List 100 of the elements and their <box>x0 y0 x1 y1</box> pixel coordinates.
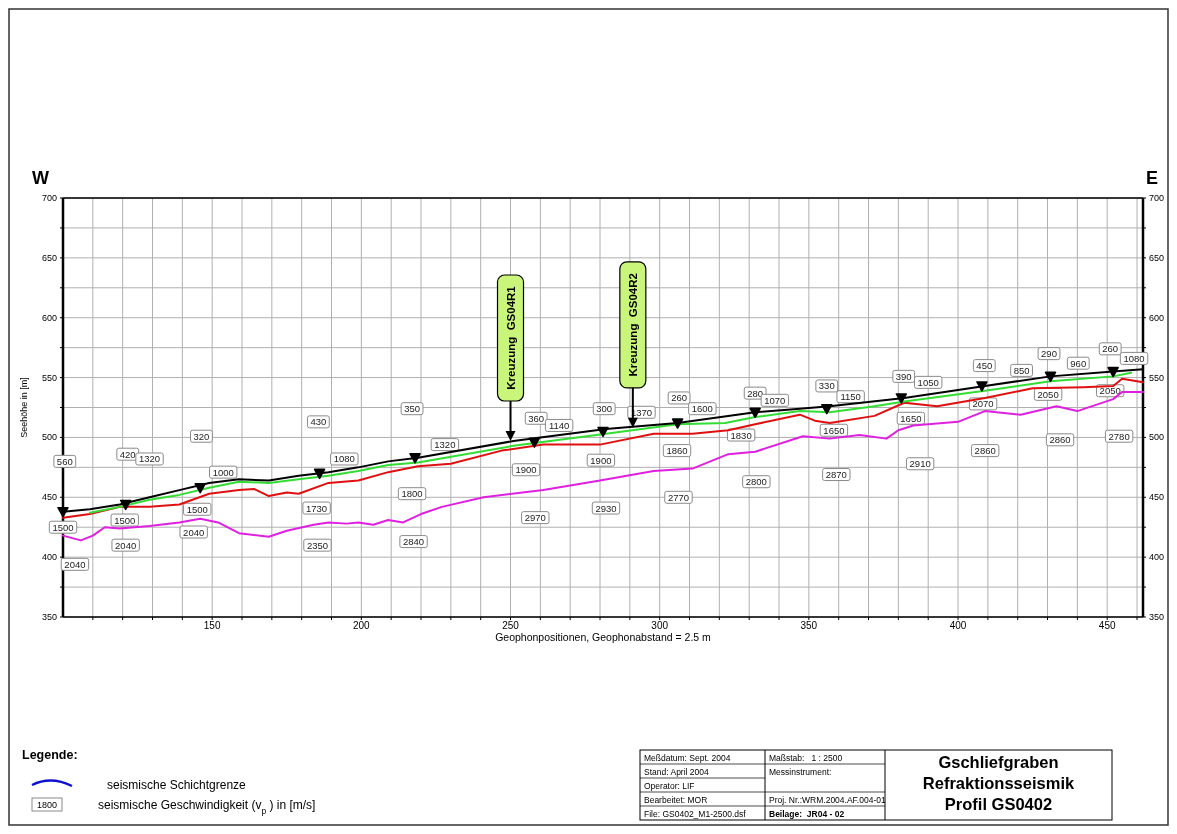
y2-tick-label: 600 <box>1149 312 1165 323</box>
y-axis-title: Seehöhe in [m] <box>19 377 29 438</box>
y-tick-label: 700 <box>41 193 57 203</box>
text: Messinstrument: <box>769 766 832 777</box>
point <box>528 437 541 448</box>
annotation: 1050 <box>917 376 939 388</box>
annotation: 2860 <box>974 445 996 457</box>
annotation: 450 <box>976 360 993 372</box>
y-tick-label: 650 <box>41 252 57 263</box>
annotation: 1650 <box>900 412 922 424</box>
point <box>1044 371 1057 383</box>
annotation: 2770 <box>667 491 690 503</box>
point <box>895 393 908 404</box>
y-tick-label: 600 <box>41 312 57 323</box>
annotation: 1900 <box>515 464 537 476</box>
annotation: 2040 <box>115 539 137 551</box>
annotation: 1900 <box>590 454 612 466</box>
y2-tick-label: 650 <box>1149 252 1165 263</box>
y2-tick-label: 500 <box>1149 432 1165 443</box>
text: Maßstab: 1 : 2500 <box>769 752 843 763</box>
text: Proj. Nr.:WRM.2004.AF.004-01 <box>769 794 886 805</box>
point <box>976 381 988 392</box>
annotation: 430 <box>310 416 327 428</box>
annotation: 300 <box>596 403 613 415</box>
y-tick-label: 400 <box>41 552 57 563</box>
text: Bearbeitet: MOR <box>644 794 708 805</box>
point <box>749 407 761 419</box>
x-tick-label: 300 <box>651 620 669 631</box>
annotation: Kreuzung GS04R2 <box>627 273 640 377</box>
annotation: 960 <box>1070 357 1087 369</box>
point <box>57 506 69 518</box>
annotation: 280 <box>747 387 764 399</box>
annotation: 2910 <box>909 458 931 470</box>
y-tick-label: 350 <box>41 612 57 622</box>
annotation: 1860 <box>666 445 688 457</box>
annotation: 290 <box>1041 348 1057 360</box>
y2-tick-label: 550 <box>1149 372 1165 383</box>
annotation: 850 <box>1013 364 1030 376</box>
annotation: 1320 <box>138 453 161 465</box>
point <box>313 468 326 480</box>
annotation: 2040 <box>64 558 86 570</box>
y2-tick-label: 450 <box>1149 492 1165 503</box>
text: W <box>32 168 49 188</box>
point <box>119 499 132 511</box>
text: Stand: April 2004 <box>644 766 710 777</box>
text: 1800 <box>36 800 58 810</box>
annotation: 560 <box>56 455 73 467</box>
text: Beilage: JR04 - 02 <box>769 808 845 819</box>
annotation: 420 <box>119 448 136 460</box>
annotation: 2050 <box>1099 385 1121 397</box>
annotation: 320 <box>193 430 210 442</box>
annotation: 260 <box>1102 343 1119 355</box>
text: Meßdatum: Sept. 2004 <box>644 752 731 763</box>
text: E <box>1146 168 1159 188</box>
annotation: 1830 <box>730 429 752 441</box>
annotation: 2840 <box>402 536 425 548</box>
y2-tick-label: 350 <box>1149 612 1165 622</box>
x-tick-label: 200 <box>353 620 371 631</box>
y2-tick-label: 400 <box>1149 552 1165 563</box>
annotation: 1500 <box>52 521 74 533</box>
annotation: 2070 <box>972 398 994 410</box>
y-tick-label: 450 <box>41 492 57 503</box>
annotation: 2040 <box>183 526 205 538</box>
x-tick-label: 250 <box>502 620 520 631</box>
annotation: 1650 <box>823 424 845 436</box>
x-tick-label: 400 <box>949 620 967 631</box>
annotation: 2930 <box>595 502 617 514</box>
annotation: 1320 <box>434 439 456 451</box>
y2-tick-label: 700 <box>1149 193 1165 203</box>
text: seismische Schichtgrenze <box>107 778 247 792</box>
point <box>821 403 833 415</box>
point <box>1107 366 1119 378</box>
annotation: 2870 <box>825 469 847 481</box>
point <box>597 426 609 438</box>
arrow-callout: Kreuzung GS04R1 <box>496 274 525 441</box>
text: Legende: <box>22 748 78 762</box>
annotation: 2970 <box>524 512 546 524</box>
x-axis-title: Geophonpositionen, Geophonabstand = 2.5 m <box>495 631 712 643</box>
annotation: 1600 <box>691 403 713 415</box>
annotation: 1080 <box>333 453 355 465</box>
annotation: 1000 <box>212 466 234 478</box>
annotation: 2350 <box>306 539 329 551</box>
annotation: 1150 <box>840 391 861 403</box>
annotation: 1070 <box>764 394 786 406</box>
annotation: 260 <box>671 392 688 404</box>
annotation: 1080 <box>1123 352 1145 364</box>
annotation: 1500 <box>114 514 136 526</box>
text: seismische Geschwindigkeit (v$_{p}$) in [m/s] <box>98 798 316 816</box>
text: Gschliefgraben Refraktionsseismik Profil GS0402 <box>922 753 1075 813</box>
annotation: 2800 <box>745 476 767 488</box>
annotation: 1800 <box>401 488 423 500</box>
annotation: 2050 <box>1037 388 1059 400</box>
annotation: 390 <box>895 370 912 382</box>
point <box>671 418 684 429</box>
annotation: 350 <box>404 403 420 415</box>
annotation: 1140 <box>548 419 570 431</box>
x-tick-label: 450 <box>1098 620 1116 631</box>
text: Operator: LIF <box>644 780 695 791</box>
text: File: GS0402_M1-2500.dsf <box>644 808 747 819</box>
annotation: 1730 <box>306 502 328 514</box>
